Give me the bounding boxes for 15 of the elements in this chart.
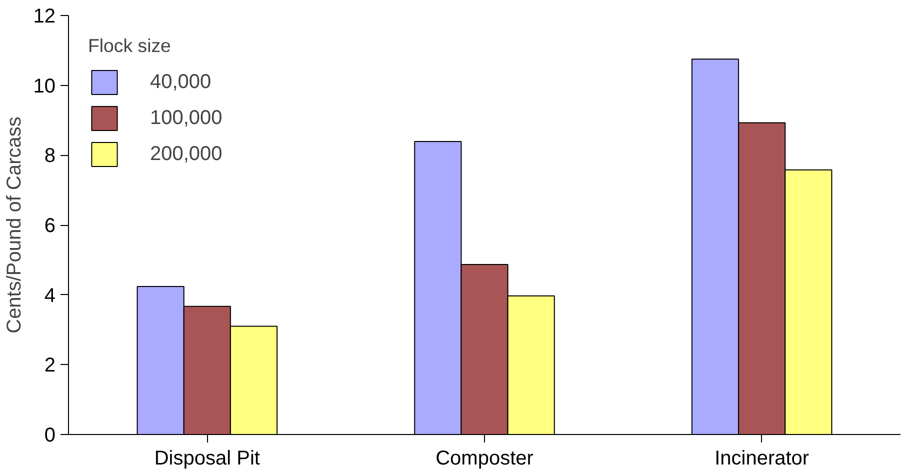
x-tick-label: Composter [436, 448, 534, 470]
legend-label: 40,000 [150, 70, 212, 94]
y-tick-label: 12 [33, 6, 56, 28]
y-axis-title: Cents/Pound of Carcass [3, 116, 26, 334]
y-tick-label: 6 [44, 215, 56, 237]
x-tick-label: Disposal Pit [154, 448, 260, 470]
legend-label: 200,000 [150, 142, 222, 166]
y-tick-label: 2 [44, 354, 56, 377]
y-tick-label: 4 [44, 284, 56, 307]
legend-title: Flock size [88, 35, 172, 57]
y-tick-label: 0 [44, 424, 56, 446]
y-tick-label: 10 [33, 75, 56, 98]
legend-label: 100,000 [150, 106, 222, 130]
y-tick-label: 8 [44, 145, 56, 168]
x-tick-label: Incinerator [714, 448, 810, 470]
